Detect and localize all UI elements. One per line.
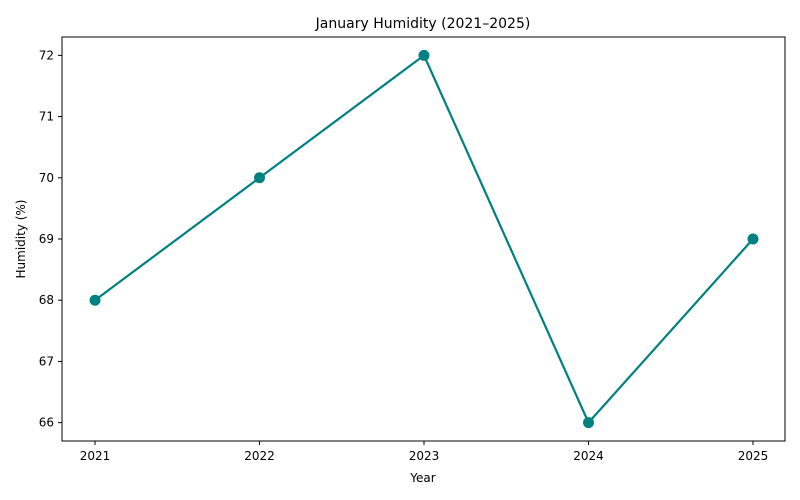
x-axis-ticks: 2021 2022 2023 2024 2025 xyxy=(80,441,769,463)
y-tick-label: 72 xyxy=(39,48,54,62)
x-axis-label: Year xyxy=(409,471,435,485)
data-point xyxy=(89,294,101,306)
y-axis-label: Humidity (%) xyxy=(14,200,28,279)
y-tick-label: 70 xyxy=(39,171,54,185)
y-tick-label: 66 xyxy=(39,416,54,430)
y-tick-label: 68 xyxy=(39,293,54,307)
y-axis-ticks: 66 67 68 69 70 71 72 xyxy=(39,48,62,430)
data-point xyxy=(418,49,430,61)
x-tick-label: 2023 xyxy=(409,449,440,463)
x-tick-label: 2025 xyxy=(738,449,769,463)
x-tick-label: 2022 xyxy=(244,449,275,463)
y-tick-label: 69 xyxy=(39,232,54,246)
y-tick-label: 67 xyxy=(39,354,54,368)
x-tick-label: 2024 xyxy=(573,449,604,463)
series-layer xyxy=(89,49,759,429)
y-tick-label: 71 xyxy=(39,110,54,124)
data-point xyxy=(747,233,759,245)
data-point xyxy=(583,417,594,429)
data-point xyxy=(254,172,265,184)
chart-title: January Humidity (2021–2025) xyxy=(315,16,531,32)
plot-area xyxy=(61,36,786,442)
x-tick-label: 2021 xyxy=(80,449,111,463)
